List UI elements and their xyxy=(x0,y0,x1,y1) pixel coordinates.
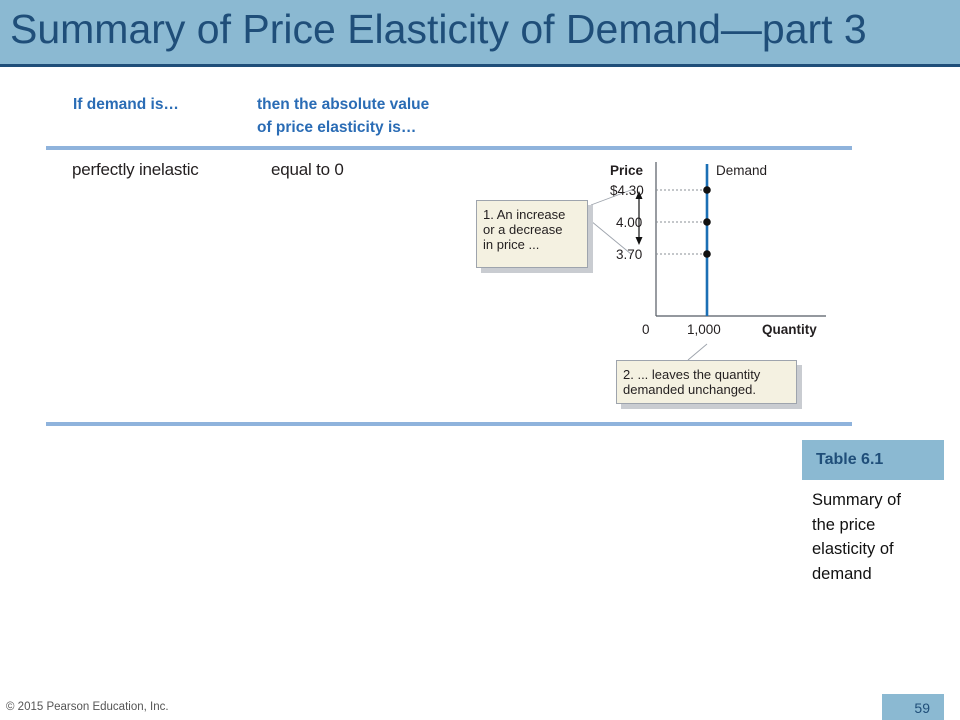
column-header-elasticity-line1: then the absolute value xyxy=(257,96,430,113)
column-header-demand: If demand is… xyxy=(73,96,179,113)
callout2-leader xyxy=(687,343,708,361)
demand-point-400 xyxy=(703,218,711,226)
callout-quantity-unchanged: 2. ... leaves the quantity demanded unch… xyxy=(616,360,797,404)
price-label-370: 3.70 xyxy=(616,247,642,262)
callout1-line1: 1. An increase xyxy=(483,207,566,222)
page-number-box: 59 xyxy=(882,694,944,720)
callout2-line2: demanded unchanged. xyxy=(623,382,757,397)
caption-line2: the price xyxy=(812,515,876,534)
callout1-line2: or a decrease xyxy=(483,222,563,237)
page-number: 59 xyxy=(914,700,930,716)
callout-price-change: 1. An increase or a decrease in price ..… xyxy=(476,200,588,268)
curve-label: Demand xyxy=(716,163,767,178)
caption-line1: Summary of xyxy=(812,491,901,509)
table-bottom-rule xyxy=(46,422,852,426)
table-tag-box: Table 6.1 xyxy=(802,440,944,480)
callout1-leader-upper xyxy=(590,189,632,206)
slide-title: Summary of Price Elasticity of Demand—pa… xyxy=(10,6,867,52)
table-tag-label: Table 6.1 xyxy=(816,451,884,468)
title-bar: Summary of Price Elasticity of Demand—pa… xyxy=(0,0,960,64)
caption-line3: elasticity of xyxy=(812,540,894,558)
callout2-line1: 2. ... leaves the quantity xyxy=(623,367,761,382)
x-axis-label: Quantity xyxy=(762,322,817,337)
demand-graph: Price Demand $4.30 4.00 3.70 0 1,000 Qua… xyxy=(590,162,826,361)
table-top-rule xyxy=(46,146,852,150)
y-axis-label: Price xyxy=(610,163,644,178)
callout1-leader-lower xyxy=(590,220,632,255)
caption-line4: demand xyxy=(812,564,872,583)
demand-point-430 xyxy=(703,186,711,194)
demand-point-370 xyxy=(703,250,711,258)
table-caption: Summary of the price elasticity of deman… xyxy=(812,488,952,586)
price-label-430: $4.30 xyxy=(610,183,644,198)
origin-label: 0 xyxy=(642,322,650,337)
price-label-400: 4.00 xyxy=(616,215,642,230)
callout1-line3: in price ... xyxy=(483,237,540,252)
arrow-head-down xyxy=(635,237,643,245)
cell-elasticity-value: equal to 0 xyxy=(271,160,344,179)
column-header-elasticity-line2: of price elasticity is… xyxy=(257,119,417,136)
x-tick-label: 1,000 xyxy=(687,322,721,337)
column-header-elasticity: then the absolute value of price elastic… xyxy=(257,93,429,139)
title-divider xyxy=(0,64,960,67)
cell-demand-type: perfectly inelastic xyxy=(72,160,199,179)
copyright-footer: © 2015 Pearson Education, Inc. xyxy=(6,701,169,713)
arrow-head-up xyxy=(635,191,643,199)
